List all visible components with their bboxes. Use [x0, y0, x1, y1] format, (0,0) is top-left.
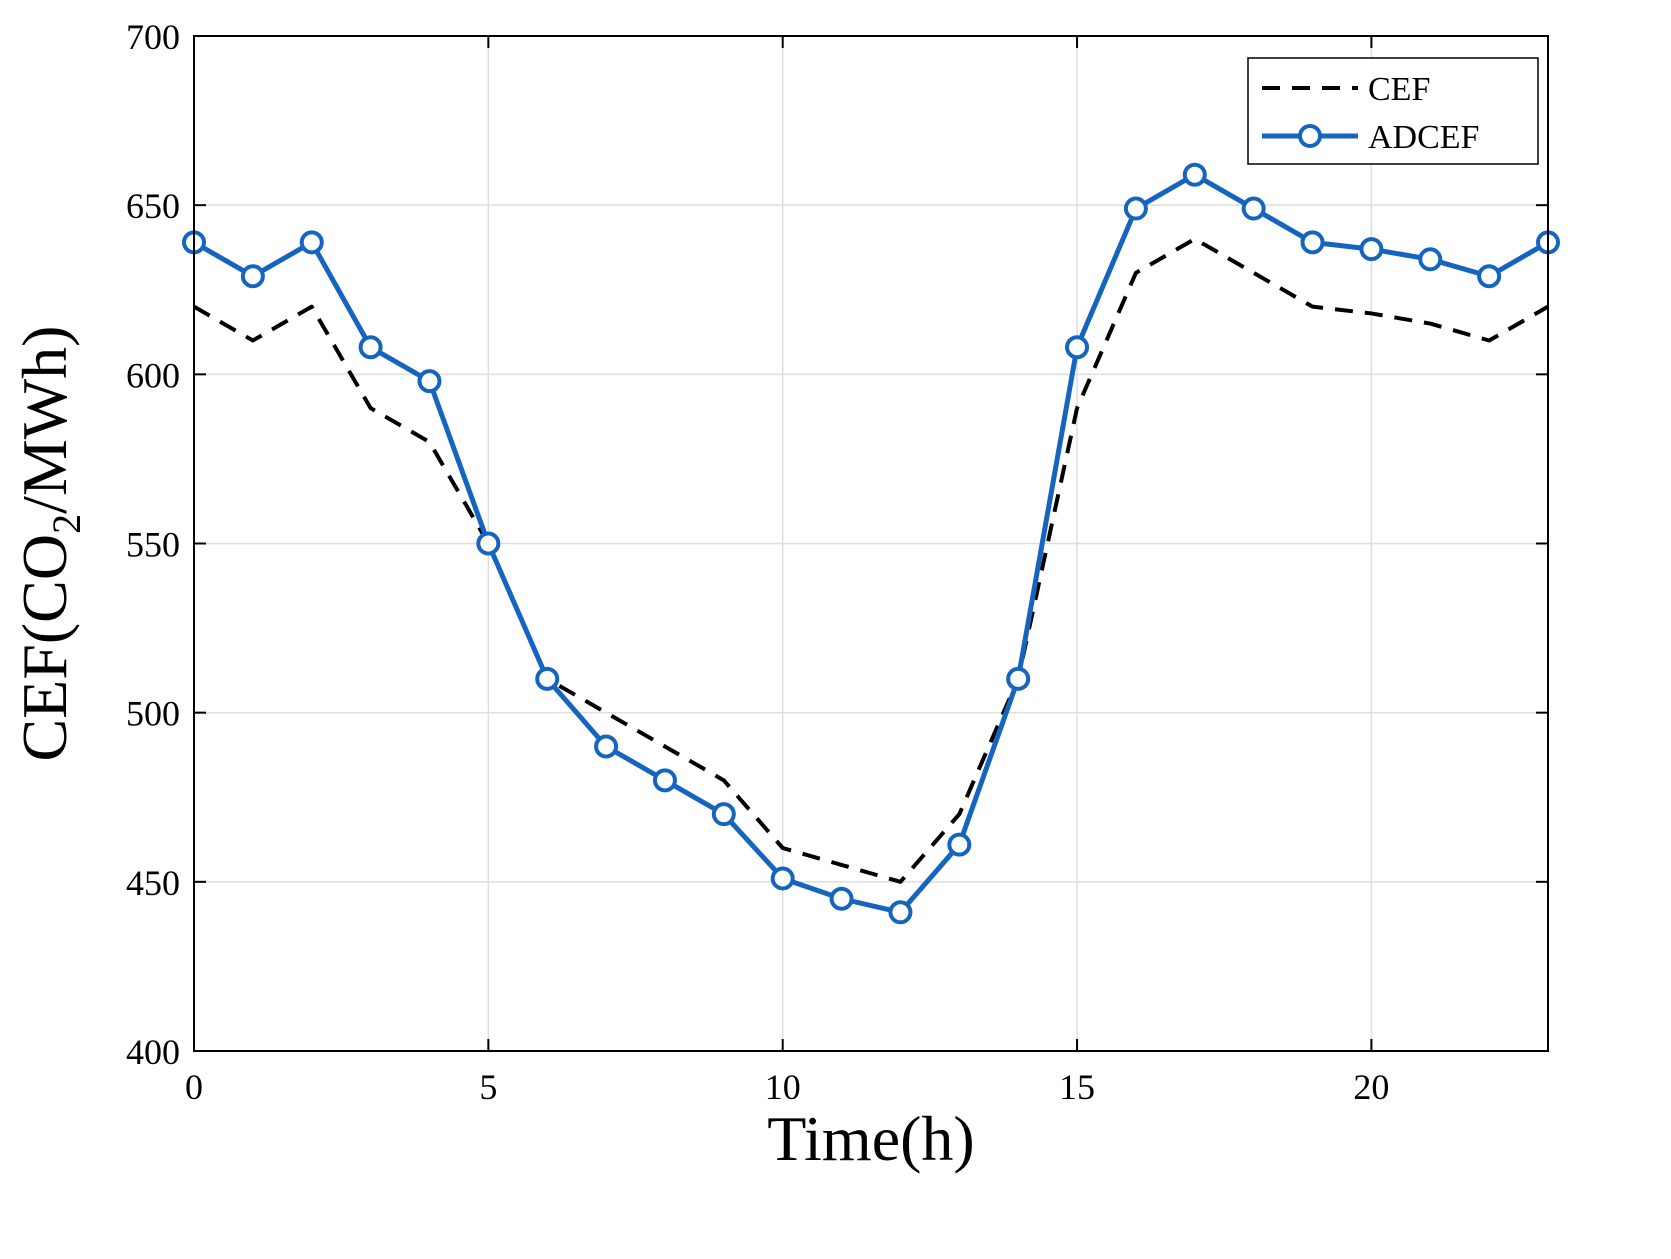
- x-tick-label: 20: [1353, 1067, 1389, 1107]
- data-point-adcef: [535, 666, 560, 691]
- data-point-adcef: [417, 369, 442, 394]
- data-point-adcef: [770, 866, 795, 891]
- data-point-adcef: [240, 264, 265, 289]
- y-tick-label: 700: [126, 17, 180, 57]
- axis-ticks: 0 5 10 15 20 400 450 500 550 600 650 700: [126, 17, 1548, 1107]
- data-point-adcef: [1123, 196, 1148, 221]
- data-point-adcef: [652, 768, 677, 793]
- series-layer: [182, 162, 1560, 925]
- data-point-adcef: [947, 832, 972, 857]
- x-tick-label: 0: [185, 1067, 203, 1107]
- data-point-adcef: [711, 802, 736, 827]
- data-point-adcef: [1182, 162, 1207, 187]
- legend-marker-adcef: [1298, 124, 1322, 148]
- legend: CEF ADCEF: [1247, 57, 1539, 165]
- data-point-adcef: [1006, 666, 1031, 691]
- data-point-adcef: [1418, 247, 1443, 272]
- data-point-adcef: [888, 900, 913, 925]
- grid-lines: [193, 35, 1548, 1052]
- x-tick-label: 5: [479, 1067, 497, 1107]
- legend-box: [1247, 57, 1539, 165]
- data-point-adcef: [594, 734, 619, 759]
- y-tick-label: 400: [126, 1032, 180, 1072]
- data-point-adcef: [1359, 237, 1384, 262]
- data-point-adcef: [476, 531, 501, 556]
- y-axis-title-subscript: 2: [44, 514, 89, 534]
- x-tick-label: 10: [765, 1067, 801, 1107]
- y-tick-label: 450: [126, 863, 180, 903]
- y-tick-label: 650: [126, 186, 180, 226]
- y-axis-title-tail: /MWh): [9, 326, 80, 514]
- y-tick-label: 550: [126, 525, 180, 565]
- data-point-adcef: [829, 886, 854, 911]
- y-axis-title-main: CEF(CO: [9, 534, 80, 762]
- data-point-adcef: [358, 335, 383, 360]
- data-point-adcef: [1300, 230, 1325, 255]
- y-axis-title: CEF(CO2/MWh): [9, 326, 89, 762]
- data-point-adcef: [1477, 264, 1502, 289]
- legend-label-cef: CEF: [1368, 71, 1430, 108]
- legend-label-adcef: ADCEF: [1368, 119, 1479, 156]
- series-line-cef: [193, 237, 1549, 884]
- data-point-adcef: [299, 230, 324, 255]
- y-tick-label: 600: [126, 355, 180, 395]
- y-tick-label: 500: [126, 694, 180, 734]
- x-tick-label: 15: [1059, 1067, 1095, 1107]
- x-axis-title: Time(h): [767, 1103, 974, 1174]
- data-point-adcef: [1241, 196, 1266, 221]
- data-point-adcef: [1065, 335, 1090, 360]
